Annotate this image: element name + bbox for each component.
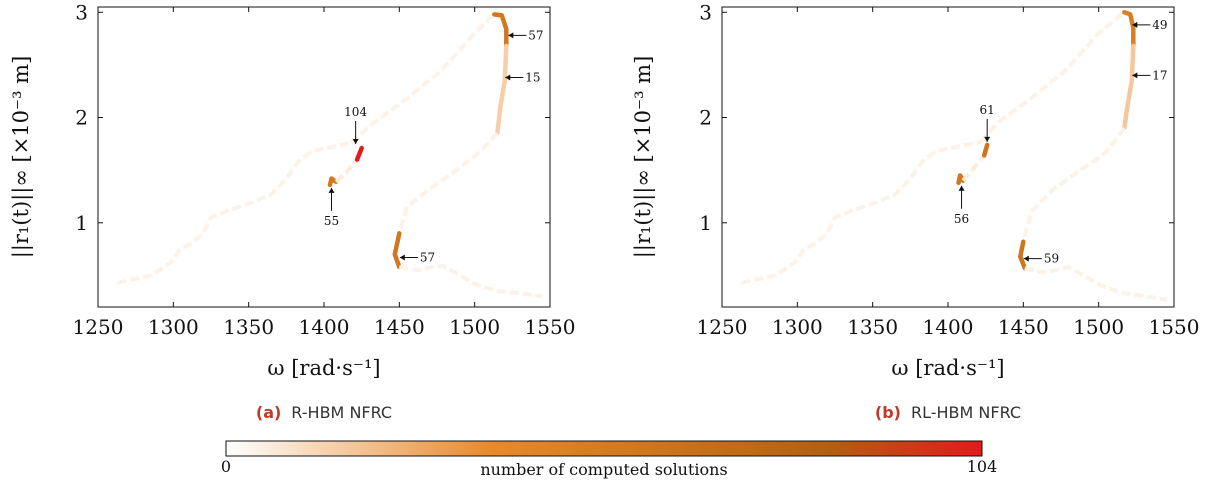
x-tick-label: 1550 [1149, 315, 1200, 339]
curve-segment [492, 12, 509, 49]
axes-frame [97, 6, 551, 308]
y-ticks: 1 2 3 [699, 0, 1174, 235]
annotation-label: 56 [954, 212, 969, 226]
caption: (b) RL-HBM NFRC [875, 403, 1021, 422]
annotation-label: 49 [1152, 18, 1167, 32]
y-tick-label: 1 [699, 211, 712, 235]
annotation-label: 57 [528, 28, 543, 42]
y-tick-label: 3 [75, 0, 88, 24]
nfrc-curve [741, 10, 1167, 302]
curve-segment [1122, 10, 1136, 49]
x-tick-label: 1300 [148, 315, 199, 339]
curve-segment [392, 231, 402, 270]
x-axis-label: ω [rad·s⁻¹] [267, 356, 380, 380]
colorbar: 0 104 number of computed solutions [221, 440, 998, 479]
colorbar-gradient [225, 440, 983, 457]
x-tick-label: 1500 [1073, 315, 1124, 339]
y-tick-label: 1 [75, 211, 88, 235]
curve-segment [979, 10, 1126, 144]
caption-text: R-HBM NFRC [291, 403, 392, 422]
annotation-label: 15 [525, 71, 540, 85]
x-axis-label: ω [rad·s⁻¹] [891, 356, 1004, 380]
x-tick-label: 1300 [772, 315, 823, 339]
curve-segment [1122, 43, 1136, 131]
annotation-label: 59 [1044, 252, 1059, 266]
axes-frame [721, 6, 1175, 308]
panel-b: 1250 1300 1350 1400 1450 1500 1550 1 2 3 49 17 61 5… [631, 0, 1199, 422]
x-tick-label: 1400 [923, 315, 974, 339]
nfrc-curve [117, 12, 543, 299]
annotation-arrowhead [352, 139, 359, 144]
curve-segment [117, 140, 352, 285]
colorbar-title: number of computed solutions [480, 460, 727, 479]
y-tick-label: 3 [699, 0, 712, 24]
panel-a: 1250 1300 1350 1400 1450 1500 1550 1 2 3 57 15 104… [9, 0, 575, 422]
curve-segment [1024, 265, 1167, 302]
curve-segment [1018, 239, 1028, 271]
annotation-label: 104 [344, 105, 367, 119]
y-axis-label: ||r₁(t)||∞ [×10⁻³ m] [9, 56, 34, 259]
x-tick-label: 1450 [374, 315, 425, 339]
annotation-arrowhead [1132, 72, 1138, 79]
curve-segment [398, 263, 543, 299]
curve-segment [334, 158, 359, 184]
annotation-arrowhead [1132, 21, 1138, 28]
annotation-arrowhead [1023, 255, 1029, 262]
annotations: 57 15 104 55 57 [324, 28, 544, 264]
x-ticks: 1250 1300 1350 1400 1450 1500 1550 [73, 7, 576, 339]
x-tick-label: 1400 [299, 315, 350, 339]
colorbar-max-label: 104 [967, 457, 998, 476]
curve-segment [1021, 126, 1126, 243]
x-tick-label: 1250 [697, 315, 748, 339]
curve-segment [741, 139, 982, 285]
annotations: 49 17 61 56 59 [954, 18, 1168, 266]
curve-segment [327, 176, 339, 188]
y-tick-label: 2 [75, 106, 88, 130]
colorbar-min-label: 0 [221, 457, 231, 476]
caption-text: RL-HBM NFRC [911, 403, 1021, 422]
annotation-arrowhead [984, 136, 991, 142]
curve-segment [961, 154, 986, 182]
y-axis-label: ||r₁(t)||∞ [×10⁻³ m] [631, 56, 656, 259]
x-tick-label: 1350 [223, 315, 274, 339]
annotation-arrowhead [399, 254, 405, 261]
curve-segment [981, 142, 990, 158]
annotation-arrowhead [958, 185, 965, 191]
curve-segment [349, 12, 496, 145]
x-tick-label: 1500 [449, 315, 500, 339]
y-tick-label: 2 [699, 106, 712, 130]
x-tick-label: 1350 [847, 315, 898, 339]
x-tick-label: 1550 [525, 315, 576, 339]
y-ticks: 1 2 3 [75, 0, 550, 235]
x-tick-label: 1250 [73, 315, 124, 339]
caption-tag: (a) [256, 403, 281, 422]
x-ticks: 1250 1300 1350 1400 1450 1500 1550 [697, 7, 1200, 339]
annotation-label: 55 [324, 214, 339, 228]
curve-segment [495, 43, 509, 136]
x-tick-label: 1450 [998, 315, 1049, 339]
annotation-arrowhead [328, 187, 335, 193]
caption: (a) R-HBM NFRC [256, 403, 392, 422]
caption-tag: (b) [875, 403, 901, 422]
annotation-label: 17 [1152, 68, 1167, 82]
curve-segment [397, 131, 499, 234]
annotation-arrowhead [508, 32, 514, 39]
annotation-arrowhead [505, 74, 511, 81]
annotation-label: 57 [420, 251, 435, 265]
curve-segment [354, 145, 364, 162]
annotation-label: 61 [980, 103, 995, 117]
